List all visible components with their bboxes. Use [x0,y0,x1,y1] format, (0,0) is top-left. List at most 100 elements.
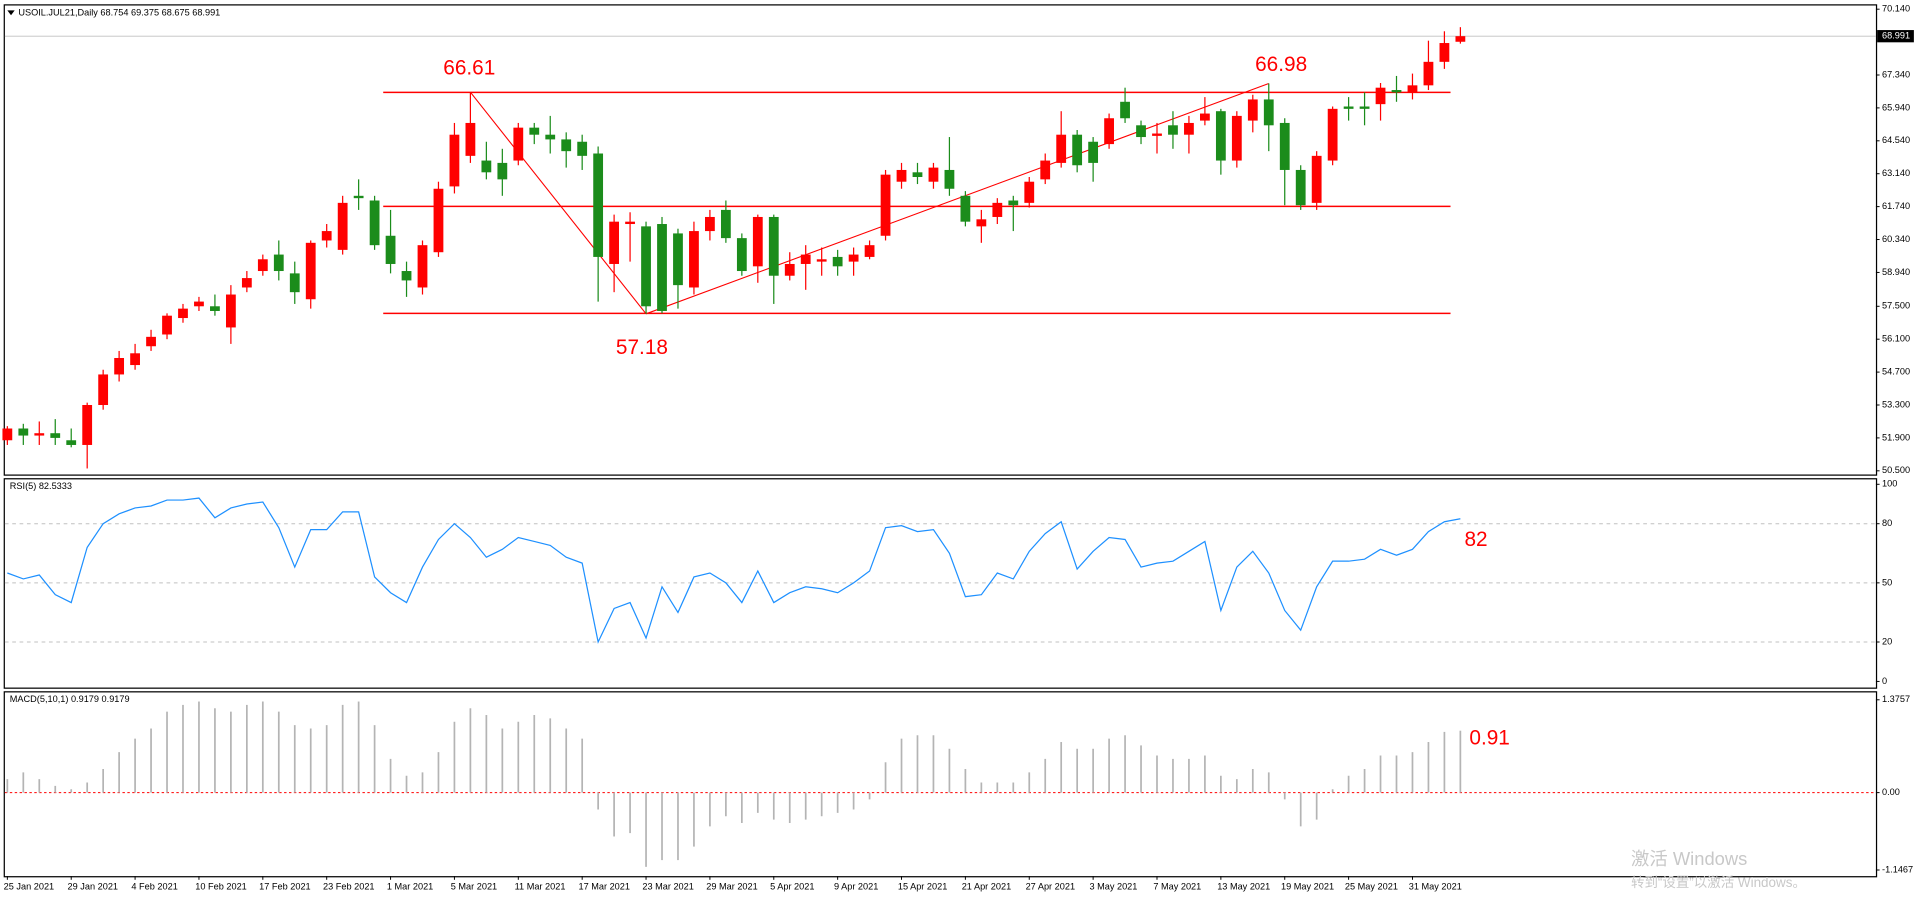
candle-body [1088,141,1099,163]
y-tick-label: 20 [1882,636,1892,646]
candle-body [768,216,779,276]
menu-arrow[interactable] [7,10,15,16]
y-tick-label: 64.540 [1882,135,1910,145]
candle-body [545,134,556,140]
candle-body [641,226,651,307]
x-tick-label: 31 May 2021 [1409,882,1462,892]
rsi-panel [3,478,1878,689]
annotation: 66.61 [443,57,495,80]
candle-body [273,254,284,272]
price-header: USOIL.JUL21,Daily 68.754 69.375 68.675 6… [18,7,220,17]
candle-body [880,174,891,236]
y-tick-label: 61.740 [1882,201,1910,211]
x-tick-label: 3 May 2021 [1089,882,1137,892]
trend-line [469,91,647,315]
candle-body [1455,36,1466,42]
candle-body [689,231,699,288]
candle-body [1104,118,1114,145]
candle-body [1439,43,1450,62]
candle-body [1343,106,1354,109]
candle-body [289,273,300,293]
candle-body [1168,125,1178,135]
x-tick-label: 25 Jan 2021 [4,882,54,892]
x-tick-label: 17 Mar 2021 [578,882,630,892]
y-tick-label: 0.00 [1882,787,1900,797]
candle-body [1423,61,1434,86]
candle-body [337,202,348,250]
x-tick-label: 23 Mar 2021 [642,882,694,892]
y-tick-label: 57.500 [1882,301,1910,311]
candle-body [497,162,508,180]
candle-body [1056,134,1067,163]
candle-body [1200,113,1210,121]
candle-body [130,353,140,366]
rsi-line [7,497,1461,644]
candle-body [146,336,156,347]
candle-body [1215,111,1226,161]
candle-body [114,357,125,375]
candle-body [864,245,875,257]
y-tick-label: 70.140 [1882,4,1910,14]
candle-body [944,169,955,189]
candle-body [832,256,843,267]
candle-body [513,127,524,161]
y-tick-label: 80 [1882,518,1892,528]
candle-body [1120,101,1130,119]
candle-body [210,306,220,311]
x-tick-label: 5 Apr 2021 [770,882,814,892]
candle-body [162,315,172,335]
x-tick-label: 9 Apr 2021 [834,882,878,892]
y-tick-label: 63.140 [1882,168,1910,178]
candle-body [385,235,396,264]
x-tick-label: 29 Jan 2021 [68,882,118,892]
candle-body [401,271,412,281]
candle-body [241,278,252,288]
x-tick-label: 19 May 2021 [1281,882,1334,892]
x-tick-label: 21 Apr 2021 [962,882,1011,892]
candle-body [1247,99,1258,121]
candle-body [992,202,1003,217]
candle-body [369,200,380,246]
x-tick-label: 15 Apr 2021 [898,882,947,892]
candle-body [321,231,332,241]
candle-body [736,238,747,272]
candle-body [1152,133,1162,136]
candle-body [2,428,13,441]
candle-body [225,294,236,328]
candle-body [353,195,364,199]
candle-body [1024,181,1035,203]
x-tick-label: 25 May 2021 [1345,882,1398,892]
y-tick-label: 100 [1882,479,1897,489]
price-tag-label: 68.991 [1882,31,1910,41]
candle-body [34,433,45,436]
candle-body [66,440,77,445]
candle-body [1375,87,1386,105]
x-tick-label: 27 Apr 2021 [1026,882,1075,892]
candle-body [800,254,811,264]
candle-body [593,153,604,257]
candle-body [657,224,667,311]
y-tick-label: 53.300 [1882,399,1910,409]
y-tick-label: 1.3757 [1882,694,1910,704]
candle-body [1040,160,1051,180]
candle-body [784,263,795,276]
y-tick-label: -1.1467 [1882,864,1913,874]
y-tick-label: 56.100 [1882,334,1910,344]
candle-body [625,221,635,225]
candle-body [1327,108,1338,161]
x-tick-label: 4 Feb 2021 [131,882,177,892]
candle-body [673,233,683,286]
x-tick-label: 7 May 2021 [1153,882,1201,892]
candle-body [609,221,620,264]
annotation: 82 [1464,528,1487,551]
candle-body [1359,106,1370,109]
candle-body [1279,122,1290,170]
watermark-title: 激活 Windows [1631,848,1747,869]
x-tick-label: 5 Mar 2021 [451,882,497,892]
watermark-subtitle: 转到“设置”以激活 Windows。 [1631,875,1806,890]
candle-body [577,141,588,156]
candle-body [449,134,460,187]
